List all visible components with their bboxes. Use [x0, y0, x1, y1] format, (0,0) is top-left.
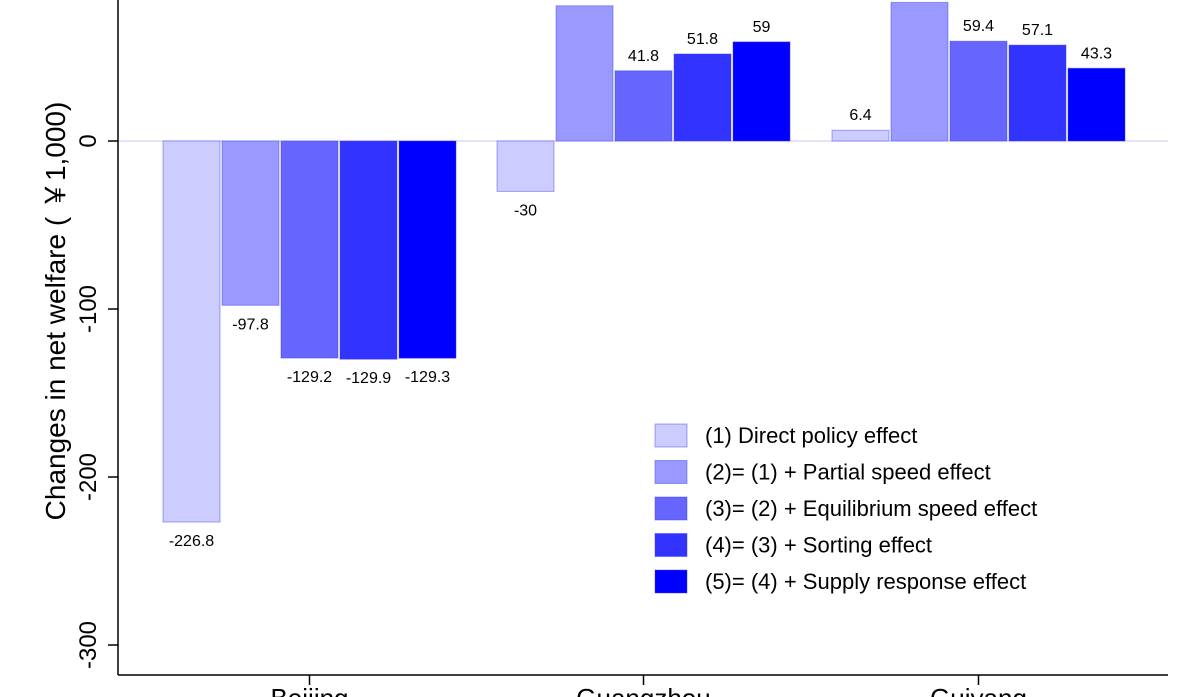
bar	[1008, 44, 1067, 142]
data-label: 59.4	[963, 18, 994, 35]
data-label: 6.4	[849, 107, 871, 124]
bar	[890, 1, 949, 142]
bar	[831, 129, 890, 142]
y-ticks: 0 -100 -200 -300	[75, 134, 118, 669]
y-axis-label: Changes in net welfare ( ￥1,000)	[40, 102, 71, 521]
legend: (1) Direct policy effect (2)= (1) + Parti…	[654, 423, 1037, 594]
data-label: -97.8	[232, 316, 269, 333]
bar	[398, 140, 457, 359]
data-label: -129.3	[405, 369, 450, 386]
legend-label: (4)= (3) + Sorting effect	[705, 533, 932, 558]
legend-swatch	[654, 423, 688, 448]
legend-swatch	[654, 496, 688, 521]
bar	[949, 40, 1008, 142]
legend-label: (5)= (4) + Supply response effect	[705, 569, 1026, 594]
data-label: 51.8	[687, 31, 718, 48]
legend-label: (2)= (1) + Partial speed effect	[705, 460, 991, 485]
x-category-labels: Beijing Guangzhou Guiyang	[270, 675, 1027, 697]
bars	[162, 1, 1126, 523]
data-label: 43.3	[1081, 45, 1112, 62]
data-label: -30	[514, 202, 537, 219]
data-label: 41.8	[628, 48, 659, 65]
y-tick-label: -100	[75, 285, 102, 333]
y-tick-label: 0	[75, 134, 102, 147]
y-tick-label: -200	[75, 453, 102, 501]
legend-swatch	[654, 533, 688, 557]
x-category-label: Guiyang	[930, 683, 1027, 697]
bar	[339, 140, 398, 360]
x-category-label: Guangzhou	[576, 683, 710, 697]
legend-swatch	[654, 460, 688, 484]
data-label: 59	[753, 19, 771, 36]
bar	[280, 140, 339, 359]
bar	[162, 140, 221, 523]
bar	[732, 41, 791, 142]
data-label: -129.2	[287, 369, 332, 386]
data-label: -129.9	[346, 370, 391, 387]
data-label: -226.8	[169, 533, 214, 550]
legend-label: (1) Direct policy effect	[705, 423, 917, 448]
x-category-label: Beijing	[270, 683, 348, 697]
bar	[555, 5, 614, 142]
x-axis: Beijing Guangzhou Guiyang	[118, 674, 1168, 697]
bar	[496, 140, 555, 192]
bar	[1067, 67, 1126, 142]
bar	[221, 140, 280, 306]
data-labels: -226.8 -30 6.4 -97.8 -129.2 41.8 59.4 -129.9 51.…	[169, 18, 1112, 550]
plot-area: -226.8 -30 6.4 -97.8 -129.2 41.8 59.4 -129.9 51.…	[118, 1, 1168, 550]
legend-label: (3)= (2) + Equilibrium speed effect	[705, 496, 1037, 521]
y-axis: 0 -100 -200 -300 Changes in net welfare ( ￥…	[40, 0, 119, 675]
bar	[614, 70, 673, 142]
y-tick-label: -300	[75, 621, 102, 669]
legend-swatch	[654, 569, 688, 594]
bar	[673, 53, 732, 142]
data-label: 57.1	[1022, 22, 1053, 39]
